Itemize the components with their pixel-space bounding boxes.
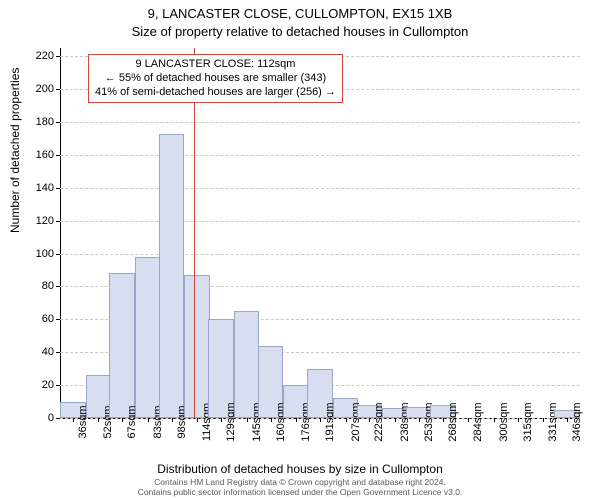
xtick-mark bbox=[73, 418, 74, 422]
ytick-label: 20 bbox=[14, 379, 54, 391]
gridline bbox=[60, 221, 580, 222]
xtick-mark bbox=[148, 418, 149, 422]
plot-area: 02040608010012014016018020022036sqm52sqm… bbox=[60, 48, 580, 418]
ytick-label: 120 bbox=[14, 215, 54, 227]
ytick-mark bbox=[56, 319, 60, 320]
gridline bbox=[60, 122, 580, 123]
ytick-label: 200 bbox=[14, 83, 54, 95]
annotation-box: 9 LANCASTER CLOSE: 112sqm← 55% of detach… bbox=[88, 54, 343, 103]
histogram-bar bbox=[135, 257, 161, 418]
ytick-label: 100 bbox=[14, 248, 54, 260]
xtick-mark bbox=[419, 418, 420, 422]
annotation-line1: 9 LANCASTER CLOSE: 112sqm bbox=[95, 58, 336, 72]
ytick-label: 180 bbox=[14, 116, 54, 128]
ytick-mark bbox=[56, 286, 60, 287]
ytick-mark bbox=[56, 155, 60, 156]
ytick-mark bbox=[56, 418, 60, 419]
xtick-mark bbox=[518, 418, 519, 422]
gridline bbox=[60, 254, 580, 255]
ytick-mark bbox=[56, 254, 60, 255]
xtick-mark bbox=[197, 418, 198, 422]
xtick-mark bbox=[369, 418, 370, 422]
ytick-mark bbox=[56, 122, 60, 123]
xtick-label: 300sqm bbox=[498, 402, 510, 441]
xtick-mark bbox=[543, 418, 544, 422]
xtick-mark bbox=[122, 418, 123, 422]
xtick-label: 284sqm bbox=[472, 402, 484, 441]
xtick-mark bbox=[346, 418, 347, 422]
ytick-mark bbox=[56, 188, 60, 189]
ytick-mark bbox=[56, 385, 60, 386]
xtick-label: 331sqm bbox=[547, 402, 559, 441]
annotation-line2: ← 55% of detached houses are smaller (34… bbox=[95, 72, 336, 86]
xtick-mark bbox=[247, 418, 248, 422]
gridline bbox=[60, 155, 580, 156]
xtick-mark bbox=[271, 418, 272, 422]
xtick-mark bbox=[395, 418, 396, 422]
y-axis-line bbox=[60, 48, 61, 418]
annotation-line3: 41% of semi-detached houses are larger (… bbox=[95, 86, 336, 100]
ytick-mark bbox=[56, 221, 60, 222]
xtick-label: 346sqm bbox=[571, 402, 583, 441]
xtick-mark bbox=[567, 418, 568, 422]
chart-area: 02040608010012014016018020022036sqm52sqm… bbox=[60, 48, 580, 418]
page-title-subtitle: Size of property relative to detached ho… bbox=[0, 24, 600, 39]
histogram-bar bbox=[109, 273, 135, 418]
ytick-mark bbox=[56, 56, 60, 57]
reference-line bbox=[194, 48, 195, 418]
ytick-label: 140 bbox=[14, 182, 54, 194]
ytick-label: 80 bbox=[14, 280, 54, 292]
ytick-mark bbox=[56, 89, 60, 90]
xtick-mark bbox=[98, 418, 99, 422]
ytick-label: 40 bbox=[14, 346, 54, 358]
page-title-address: 9, LANCASTER CLOSE, CULLOMPTON, EX15 1XB bbox=[0, 6, 600, 21]
gridline bbox=[60, 188, 580, 189]
x-axis-label: Distribution of detached houses by size … bbox=[0, 462, 600, 476]
histogram-bar bbox=[184, 275, 210, 418]
xtick-mark bbox=[443, 418, 444, 422]
xtick-mark bbox=[221, 418, 222, 422]
ytick-mark bbox=[56, 352, 60, 353]
xtick-label: 315sqm bbox=[522, 402, 534, 441]
histogram-bar bbox=[159, 134, 185, 418]
xtick-mark bbox=[172, 418, 173, 422]
xtick-mark bbox=[494, 418, 495, 422]
xtick-mark bbox=[320, 418, 321, 422]
ytick-label: 220 bbox=[14, 50, 54, 62]
footer-line2: Contains public sector information licen… bbox=[0, 488, 600, 498]
xtick-mark bbox=[296, 418, 297, 422]
ytick-label: 0 bbox=[14, 412, 54, 424]
ytick-label: 160 bbox=[14, 149, 54, 161]
footer-attribution: Contains HM Land Registry data © Crown c… bbox=[0, 478, 600, 498]
xtick-label: 268sqm bbox=[447, 402, 459, 441]
ytick-label: 60 bbox=[14, 313, 54, 325]
xtick-mark bbox=[468, 418, 469, 422]
